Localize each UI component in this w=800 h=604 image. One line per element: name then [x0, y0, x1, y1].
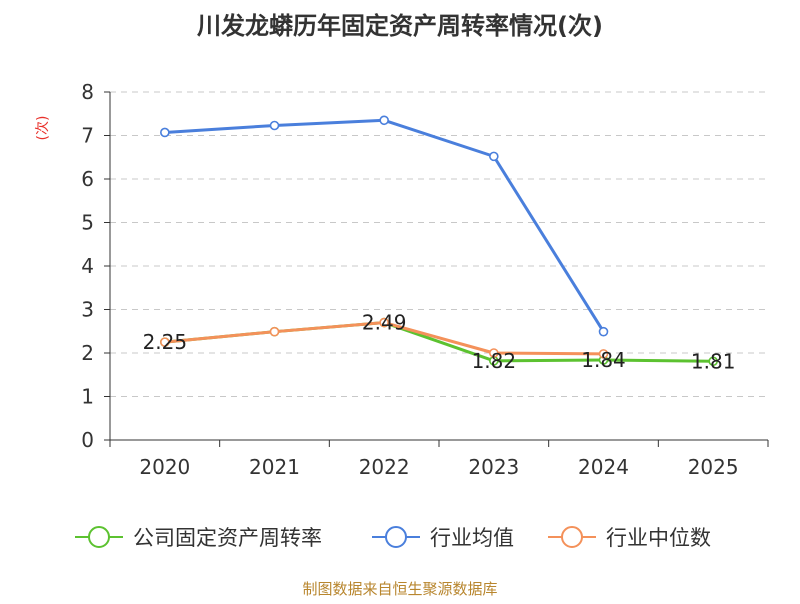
y-tick-label: 4: [81, 254, 94, 278]
legend-label: 行业均值: [430, 526, 514, 550]
data-label: 1.82: [472, 349, 517, 373]
series-line: [164, 321, 714, 363]
data-label: 2.49: [362, 311, 407, 335]
data-label: 1.81: [691, 349, 736, 373]
series-1: [160, 115, 609, 337]
x-tick-label: 2024: [578, 455, 629, 479]
data-label-layer: 2.25 2.49 1.82 1.84 1.81: [143, 311, 736, 374]
y-tick-label: 3: [81, 298, 94, 322]
data-point: [379, 115, 389, 126]
data-point: [708, 356, 718, 367]
data-label: 2.25: [143, 330, 188, 354]
x-tick-label: 2022: [359, 455, 410, 479]
chart-title: 川发龙蟒历年固定资产周转率情况(次): [197, 12, 603, 40]
data-point: [489, 348, 499, 358]
y-tick-label: 2: [81, 341, 94, 365]
y-tick-label: 5: [81, 211, 94, 235]
axis-layer: 0 1 2 3 4 5 6 7 8 2020 2021 2022 2023 2024 2025: [81, 80, 769, 479]
y-tick-label: 6: [81, 167, 94, 191]
y-tick-label: 8: [81, 80, 94, 104]
data-point: [598, 349, 609, 359]
legend-swatch-marker: [385, 526, 407, 548]
data-point: [160, 127, 170, 138]
x-tick-label: 2021: [249, 455, 300, 479]
data-point: [489, 151, 499, 162]
y-tick-label: 1: [81, 385, 94, 409]
x-tick-label: 2023: [468, 455, 519, 479]
series-line: [164, 118, 605, 333]
legend: 公司固定资产周转率 行业均值 行业中位数: [75, 526, 711, 550]
y-axis-label: (次): [35, 116, 51, 141]
series-2: [160, 317, 609, 359]
y-tick-label: 0: [81, 428, 94, 452]
data-point: [269, 326, 280, 337]
x-tick-label: 2020: [139, 455, 190, 479]
legend-item-0: 公司固定资产周转率: [75, 526, 322, 550]
legend-swatch-marker: [88, 526, 110, 548]
legend-label: 公司固定资产周转率: [133, 526, 322, 550]
x-tick-label: 2025: [688, 455, 739, 479]
legend-label: 行业中位数: [606, 526, 711, 550]
legend-swatch-marker: [561, 526, 583, 548]
source-note: 制图数据来自恒生聚源数据库: [302, 580, 497, 598]
y-tick-label: 7: [81, 124, 94, 148]
series-layer: [160, 115, 718, 367]
data-label: 1.84: [581, 348, 626, 372]
legend-item-2: 行业中位数: [548, 526, 711, 550]
series-0: [160, 317, 718, 367]
data-point: [160, 337, 170, 347]
data-point: [598, 326, 609, 337]
data-point: [379, 317, 389, 328]
legend-item-1: 行业均值: [372, 526, 514, 550]
data-point: [269, 120, 280, 131]
